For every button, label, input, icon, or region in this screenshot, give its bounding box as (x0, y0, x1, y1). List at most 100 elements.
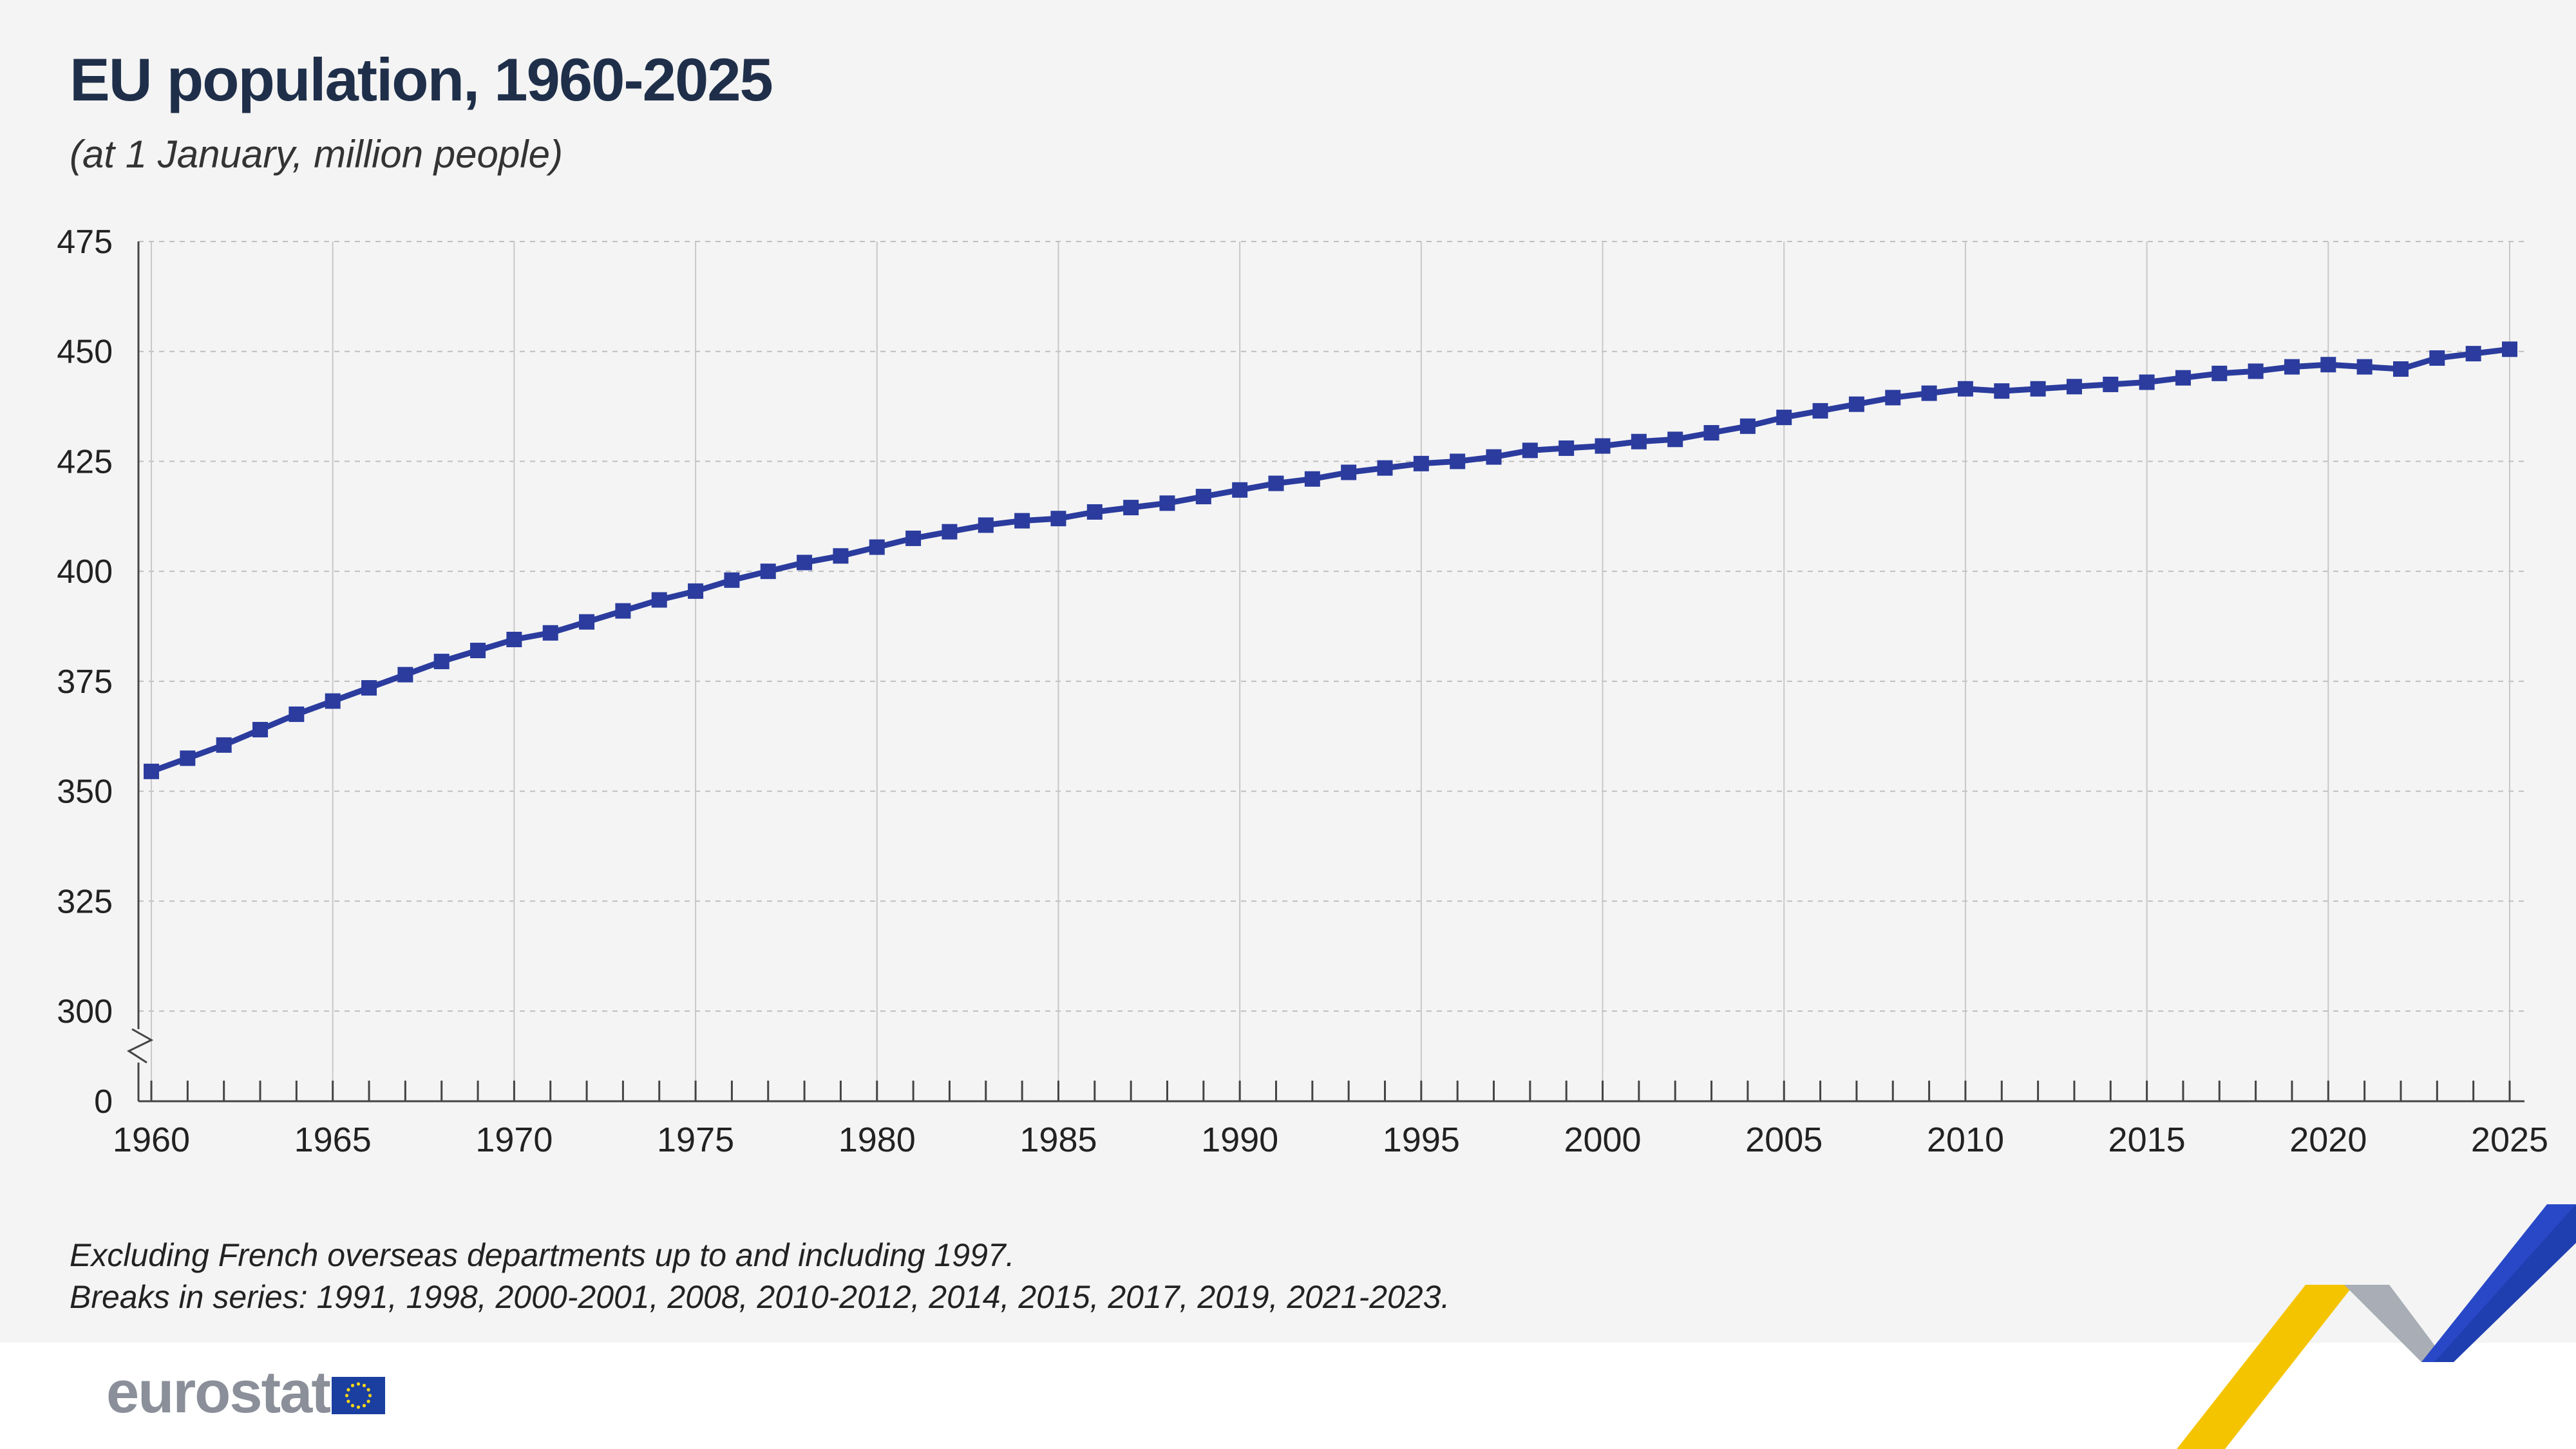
data-point-marker (615, 603, 631, 619)
data-point-marker (797, 554, 813, 571)
flag-star (366, 1388, 370, 1392)
data-point-marker (2502, 341, 2517, 357)
data-point-marker (2392, 361, 2409, 377)
y-tick-label: 350 (57, 773, 113, 811)
y-tick-label: 450 (57, 334, 113, 371)
data-point-marker (506, 631, 522, 647)
series-line (150, 346, 2510, 775)
data-point-marker (1776, 410, 1792, 426)
data-point-marker (1050, 511, 1066, 527)
flag-star (362, 1383, 366, 1387)
data-point-marker (1341, 464, 1357, 480)
data-point-marker (579, 614, 595, 630)
eurostat-logo: eurostat (106, 1359, 331, 1425)
data-point-marker (433, 654, 450, 670)
data-point-marker (1413, 455, 1429, 471)
flag-star (356, 1382, 361, 1386)
data-point-marker (1522, 442, 1538, 459)
x-tick-label: 2020 (2289, 1121, 2367, 1159)
data-point-marker (2465, 346, 2481, 362)
data-point-marker (1994, 383, 2010, 399)
data-point-marker (2429, 350, 2445, 366)
x-tick-label: 1985 (1019, 1121, 1097, 1159)
data-point-marker (2175, 370, 2191, 386)
data-point-marker (1195, 489, 1211, 505)
x-tick-label: 2015 (2108, 1121, 2186, 1159)
data-point-marker (1486, 449, 1502, 465)
data-point-marker (1268, 475, 1284, 491)
data-point-marker (216, 737, 232, 753)
flag-star (368, 1394, 372, 1397)
footnote-coverage: Excluding French overseas departments up… (70, 1237, 1015, 1273)
data-point-marker (1739, 418, 1756, 434)
data-point-marker (325, 693, 341, 709)
x-tick-label: 2025 (2471, 1121, 2548, 1159)
footer-band (0, 1343, 2576, 1449)
data-point-marker (833, 548, 849, 564)
data-point-marker (2320, 357, 2336, 373)
decorative-chevron-graphic (2177, 1204, 2576, 1449)
data-point-marker (651, 592, 667, 608)
data-point-marker (905, 530, 922, 546)
flag-star (356, 1405, 361, 1409)
data-point-marker (760, 564, 776, 580)
data-point-marker (1377, 460, 1393, 476)
data-point-marker (869, 539, 885, 555)
eu-flag-icon (332, 1377, 385, 1414)
data-point-marker (361, 680, 377, 696)
x-tick-label: 1965 (294, 1121, 372, 1159)
data-point-marker (1123, 500, 1139, 516)
data-point-marker (144, 763, 159, 779)
data-series (144, 341, 2517, 779)
data-point-marker (1848, 396, 1864, 412)
x-tick-label: 1970 (475, 1121, 553, 1159)
data-point-marker (1014, 513, 1030, 529)
data-point-marker (289, 706, 305, 723)
y-tick-label: 400 (57, 553, 113, 591)
grid-lines (138, 241, 2524, 1101)
data-point-marker (2211, 365, 2228, 381)
data-point-marker (2066, 379, 2082, 395)
data-point-marker (1957, 381, 1973, 397)
flag-star (362, 1404, 366, 1408)
data-point-marker (542, 625, 558, 641)
data-point-marker (1921, 385, 1937, 401)
data-point-marker (1159, 495, 1175, 511)
axes (126, 242, 2524, 1103)
chart-subtitle: (at 1 January, million people) (70, 133, 563, 176)
y-tick-label: 0 (94, 1083, 113, 1121)
data-point-marker (1595, 438, 1611, 454)
x-tick-label: 1995 (1383, 1121, 1460, 1159)
footnote-breaks: Breaks in series: 1991, 1998, 2000-2001,… (70, 1279, 1450, 1315)
data-point-marker (1812, 402, 1828, 419)
data-point-marker (252, 721, 269, 737)
flag-star (346, 1388, 350, 1392)
data-point-marker (724, 572, 740, 588)
data-point-marker (1667, 431, 1683, 448)
x-tick-label: 2010 (1927, 1121, 2004, 1159)
data-point-marker (180, 750, 196, 766)
data-point-marker (942, 524, 958, 540)
flag-star (366, 1399, 370, 1403)
y-tick-label: 375 (57, 663, 113, 701)
chart-title: EU population, 1960-2025 (70, 46, 773, 113)
data-point-marker (1631, 433, 1647, 450)
data-point-marker (1885, 390, 1901, 406)
data-point-marker (2103, 376, 2119, 392)
data-point-marker (2248, 363, 2264, 379)
y-tick-label: 325 (57, 883, 113, 920)
x-tick-labels: 1960 1965 1970 1975 1980 1985 1990 1995 2000 2005… (113, 1121, 2548, 1159)
data-point-marker (1703, 425, 1719, 441)
x-tick-label: 1990 (1201, 1121, 1278, 1159)
data-point-marker (978, 517, 994, 533)
data-point-marker (1232, 482, 1248, 498)
data-point-marker (1086, 504, 1103, 520)
data-point-marker (1304, 471, 1320, 487)
flag-star (350, 1383, 355, 1387)
flag-star (345, 1394, 349, 1397)
y-tick-label: 475 (57, 223, 113, 261)
x-tick-label: 1960 (113, 1121, 190, 1159)
axis-break-mark (126, 1028, 154, 1064)
x-tick-label: 1980 (838, 1121, 916, 1159)
